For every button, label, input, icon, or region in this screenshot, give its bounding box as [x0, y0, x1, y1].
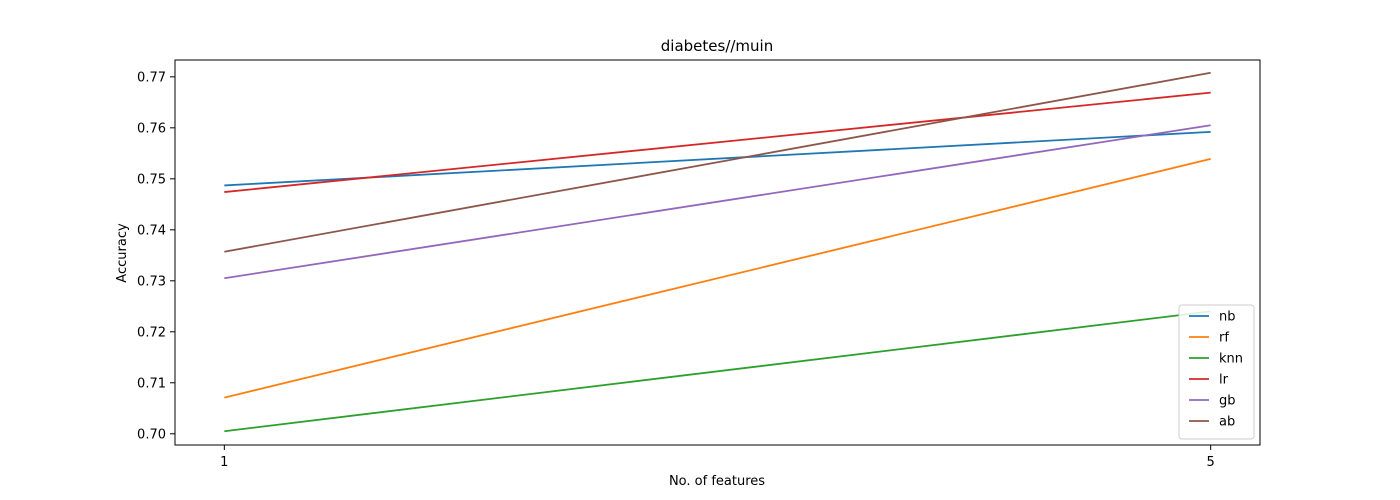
y-tick-label: 0.77 — [137, 70, 166, 85]
series-line-lr — [224, 91, 1211, 193]
axes-frame — [174, 59, 1261, 446]
y-tick-label: 0.70 — [137, 427, 166, 442]
series-line-rf — [224, 158, 1211, 399]
legend-label-rf: rf — [1219, 331, 1229, 346]
x-tick-label: 1 — [220, 455, 228, 470]
series-line-gb — [224, 124, 1211, 280]
y-tick-label: 0.74 — [137, 223, 166, 238]
y-tick-label: 0.75 — [137, 172, 166, 187]
legend-label-knn: knn — [1219, 352, 1243, 367]
x-axis-label: No. of features — [669, 474, 765, 489]
series-line-nb — [224, 131, 1211, 187]
y-tick-label: 0.76 — [137, 121, 166, 136]
y-tick-label: 0.72 — [137, 325, 166, 340]
series-line-ab — [224, 71, 1211, 253]
y-tick-label: 0.73 — [137, 274, 166, 289]
x-tick-label: 5 — [1207, 455, 1215, 470]
chart-title: diabetes//muin — [661, 37, 773, 55]
legend-label-ab: ab — [1219, 415, 1235, 430]
y-tick-label: 0.71 — [137, 376, 166, 391]
axes: 0.70 0.71 0.72 0.73 0.74 0.75 0.76 0.77 1 5 — [137, 70, 1215, 470]
legend-box — [1178, 304, 1255, 440]
legend-label-lr: lr — [1219, 373, 1229, 388]
legend-label-gb: gb — [1219, 394, 1236, 409]
legend-label-nb: nb — [1219, 310, 1236, 325]
y-axis-label: Accuracy — [115, 223, 130, 283]
series-line-knn — [224, 310, 1211, 433]
legend: nb rf knn lr gb ab — [1178, 304, 1255, 440]
plot-area — [224, 71, 1211, 433]
